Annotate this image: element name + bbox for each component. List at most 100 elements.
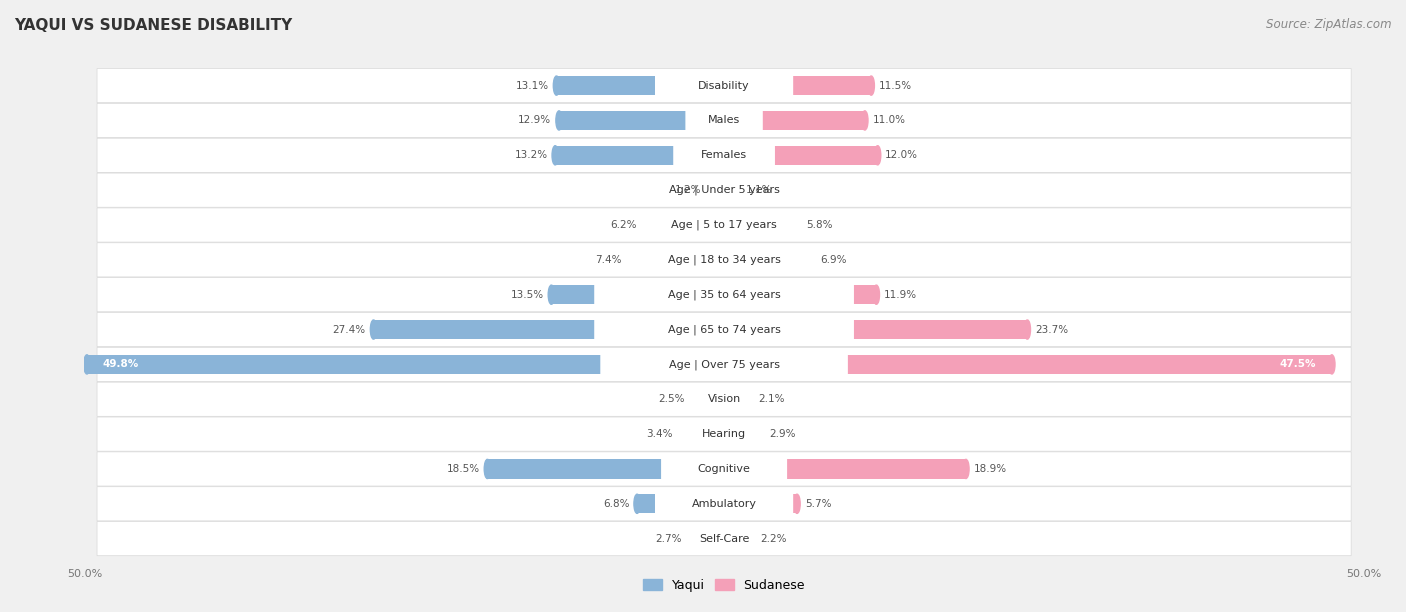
Ellipse shape [370,320,377,339]
Text: 13.1%: 13.1% [516,81,548,91]
Bar [551,285,724,304]
Text: 13.2%: 13.2% [515,151,547,160]
FancyBboxPatch shape [97,452,1351,486]
FancyBboxPatch shape [97,278,1351,312]
Ellipse shape [794,494,800,513]
Bar [724,529,752,548]
Bar [724,76,872,95]
Text: 1.2%: 1.2% [675,185,702,195]
Ellipse shape [84,355,90,374]
Bar [689,529,724,548]
Text: 47.5%: 47.5% [1279,359,1316,370]
Text: 18.5%: 18.5% [447,464,479,474]
FancyBboxPatch shape [595,245,853,275]
Bar [724,285,876,304]
Bar [488,460,724,479]
Text: Age | 35 to 64 years: Age | 35 to 64 years [668,289,780,300]
FancyBboxPatch shape [661,453,787,484]
Bar [374,320,724,339]
Text: Cognitive: Cognitive [697,464,751,474]
Text: 6.9%: 6.9% [820,255,846,265]
Bar [555,146,724,165]
Text: 1.1%: 1.1% [745,185,772,195]
Bar [560,111,724,130]
Bar [724,215,799,234]
Text: 5.8%: 5.8% [806,220,832,230]
Text: 23.7%: 23.7% [1035,324,1069,335]
Text: 11.0%: 11.0% [873,116,905,125]
Text: Ambulatory: Ambulatory [692,499,756,509]
Text: Age | 18 to 34 years: Age | 18 to 34 years [668,255,780,265]
Text: 2.2%: 2.2% [759,534,786,543]
FancyBboxPatch shape [97,243,1351,277]
FancyBboxPatch shape [595,280,853,310]
Bar [681,425,724,444]
FancyBboxPatch shape [679,384,769,414]
Text: 11.5%: 11.5% [879,81,912,91]
Bar [724,494,797,513]
Bar [724,320,1028,339]
Ellipse shape [686,529,693,548]
Text: 27.4%: 27.4% [333,324,366,335]
Text: YAQUI VS SUDANESE DISABILITY: YAQUI VS SUDANESE DISABILITY [14,18,292,34]
Ellipse shape [749,529,755,548]
Text: 49.8%: 49.8% [103,359,139,370]
Bar [557,76,724,95]
FancyBboxPatch shape [97,487,1351,521]
FancyBboxPatch shape [600,175,848,206]
Text: 6.8%: 6.8% [603,499,630,509]
Ellipse shape [555,111,562,130]
Ellipse shape [484,460,491,479]
Text: Disability: Disability [699,81,749,91]
Text: 2.1%: 2.1% [759,394,785,405]
Text: 6.2%: 6.2% [610,220,637,230]
Text: Hearing: Hearing [702,429,747,439]
Ellipse shape [963,460,969,479]
Text: 13.5%: 13.5% [510,289,544,300]
FancyBboxPatch shape [97,69,1351,103]
Text: 2.5%: 2.5% [658,394,685,405]
Ellipse shape [678,425,683,444]
Ellipse shape [1329,355,1336,374]
FancyBboxPatch shape [97,138,1351,173]
FancyBboxPatch shape [661,523,787,554]
Bar [724,425,761,444]
Text: 2.7%: 2.7% [655,534,682,543]
Ellipse shape [626,250,633,269]
Ellipse shape [796,215,801,234]
Ellipse shape [868,76,875,95]
Ellipse shape [810,250,815,269]
Ellipse shape [548,285,554,304]
FancyBboxPatch shape [673,419,775,449]
Ellipse shape [748,390,754,409]
Ellipse shape [873,285,880,304]
Legend: Yaqui, Sudanese: Yaqui, Sudanese [638,574,810,597]
Text: Males: Males [709,116,740,125]
Text: Self-Care: Self-Care [699,534,749,543]
FancyBboxPatch shape [97,382,1351,416]
Bar [724,390,751,409]
Ellipse shape [689,390,696,409]
Bar [645,215,724,234]
Ellipse shape [554,76,560,95]
FancyBboxPatch shape [97,208,1351,242]
FancyBboxPatch shape [97,521,1351,556]
Text: 12.9%: 12.9% [519,116,551,125]
Ellipse shape [875,146,880,165]
FancyBboxPatch shape [655,70,793,101]
Text: 5.7%: 5.7% [804,499,831,509]
Text: Age | Under 5 years: Age | Under 5 years [669,185,779,195]
Bar [724,111,865,130]
Bar [709,181,724,200]
Text: 3.4%: 3.4% [647,429,673,439]
Bar [637,494,724,513]
Bar [724,250,813,269]
FancyBboxPatch shape [97,313,1351,346]
Text: 12.0%: 12.0% [886,151,918,160]
Ellipse shape [634,494,640,513]
Text: Age | 5 to 17 years: Age | 5 to 17 years [671,220,778,230]
Ellipse shape [641,215,648,234]
Bar [724,181,738,200]
FancyBboxPatch shape [685,105,763,136]
Text: Vision: Vision [707,394,741,405]
